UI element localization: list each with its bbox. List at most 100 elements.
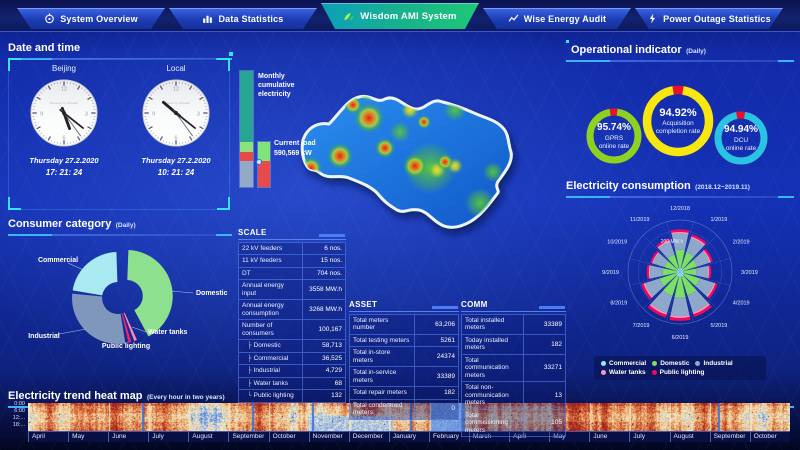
- tab-wisdom-ami-system[interactable]: Wisdom AMI System: [321, 3, 479, 29]
- rose-segment[interactable]: [650, 265, 664, 279]
- row-label: Total installed meters: [465, 317, 505, 332]
- rose-segment[interactable]: [648, 265, 651, 279]
- rose-segment[interactable]: [676, 272, 680, 275]
- rose-segment[interactable]: [680, 272, 684, 275]
- rose-segment[interactable]: [680, 268, 683, 272]
- rose-segment[interactable]: [702, 250, 711, 263]
- row-value: 105: [522, 409, 565, 437]
- rose-segment[interactable]: [674, 276, 686, 298]
- rose-segment[interactable]: [692, 303, 710, 315]
- table-row: Total condemned meters 0: [349, 399, 459, 420]
- rose-segment[interactable]: [706, 282, 716, 298]
- pie-slice-industrial[interactable]: [71, 293, 126, 345]
- tab-system-overview[interactable]: System Overview: [17, 8, 165, 29]
- rose-segment[interactable]: [695, 278, 714, 296]
- month-label: October: [268, 432, 309, 442]
- rose-segment[interactable]: [682, 273, 700, 286]
- rose-segment[interactable]: [681, 252, 694, 270]
- rose-segment[interactable]: [675, 249, 685, 268]
- rose-segment[interactable]: [680, 272, 684, 277]
- row-value: 33389: [414, 367, 458, 387]
- rose-segment[interactable]: [687, 290, 709, 313]
- rose-segment[interactable]: [682, 259, 698, 271]
- rose-segment[interactable]: [657, 240, 671, 249]
- legend-item-domestic[interactable]: Domestic: [652, 360, 689, 367]
- rose-segment[interactable]: [643, 283, 654, 298]
- rose-segment[interactable]: [678, 272, 682, 278]
- rose-segment[interactable]: [686, 238, 704, 257]
- legend-item-industrial[interactable]: Industrial: [695, 360, 733, 367]
- month-label: September: [709, 432, 750, 442]
- rose-segment[interactable]: [664, 261, 678, 272]
- rose-segment[interactable]: [652, 252, 660, 264]
- rose-segment[interactable]: [646, 264, 650, 280]
- pie-slice-commercial[interactable]: [72, 252, 118, 296]
- pie-slice-public-lighting[interactable]: [121, 313, 132, 343]
- rose-segment[interactable]: [671, 231, 689, 235]
- rose-segment[interactable]: [656, 238, 670, 248]
- panel-title: Electricity consumption (2018.12~2019.11…: [566, 180, 750, 192]
- rose-segment[interactable]: [659, 273, 677, 287]
- rose-segment[interactable]: [708, 265, 712, 279]
- table-row: ├ Industrial 4,729: [238, 365, 346, 378]
- rose-segment[interactable]: [703, 248, 713, 263]
- rose-segment[interactable]: [676, 271, 680, 273]
- rose-segment[interactable]: [670, 229, 690, 233]
- rose-segment[interactable]: [650, 290, 673, 314]
- rose-segment[interactable]: [662, 268, 677, 276]
- rose-segment[interactable]: [641, 283, 652, 300]
- rose-legend: Commercial Domestic Industrial Water tan…: [594, 356, 766, 380]
- rose-segment[interactable]: [677, 268, 680, 272]
- gauge-label: DCU online rate: [725, 137, 757, 153]
- table-body: Total installed meters 33389 Today insta…: [461, 314, 566, 438]
- rose-segment[interactable]: [707, 265, 710, 279]
- rose-segment[interactable]: [676, 272, 680, 277]
- rose-segment[interactable]: [707, 283, 718, 299]
- consumer-category-panel: Consumer category (Daily) Domestic Water…: [8, 214, 232, 384]
- table-row: Total testing meters 5261: [349, 334, 459, 348]
- row-label: Today installed meters: [465, 336, 508, 352]
- rose-segment[interactable]: [695, 265, 709, 279]
- legend-item-commercial[interactable]: Commercial: [601, 360, 646, 367]
- tab-power-outage-statistics[interactable]: Power Outage Statistics: [635, 8, 783, 29]
- rose-segment[interactable]: [667, 254, 679, 270]
- bar-segment-normal: [258, 142, 270, 162]
- rose-segment[interactable]: [680, 269, 684, 272]
- rose-segment[interactable]: [690, 236, 706, 246]
- row-label: Total repair meters: [353, 389, 407, 397]
- rose-segment[interactable]: [649, 303, 668, 315]
- rose-segment[interactable]: [658, 241, 675, 259]
- table-row: Total commissioning meters 105: [461, 409, 566, 438]
- rose-segment[interactable]: [670, 297, 690, 317]
- rose-segment[interactable]: [680, 271, 684, 273]
- rose-segment[interactable]: [653, 253, 668, 268]
- rose-segment[interactable]: [683, 268, 697, 276]
- legend-item-public-lighting[interactable]: Public lighting: [651, 369, 704, 376]
- legend-item-water-tanks[interactable]: Water tanks: [601, 369, 646, 376]
- rose-segment[interactable]: [693, 304, 712, 317]
- rose-segment[interactable]: [647, 305, 667, 318]
- rose-segment[interactable]: [650, 250, 659, 264]
- tab-wise-energy-audit[interactable]: Wise Energy Audit: [483, 8, 631, 29]
- rose-segment[interactable]: [663, 275, 679, 296]
- rose-segment[interactable]: [677, 269, 680, 272]
- rose-segment[interactable]: [679, 267, 681, 272]
- row-label: Annual energy input: [242, 282, 284, 297]
- tab-data-statistics[interactable]: Data Statistics: [169, 8, 317, 29]
- rose-segment[interactable]: [681, 275, 697, 296]
- region-heat-map-svg: [300, 94, 513, 229]
- rose-segment[interactable]: [693, 251, 710, 267]
- rose-segment[interactable]: [691, 234, 707, 245]
- month-label: November: [308, 432, 349, 442]
- month-label: October: [749, 432, 790, 442]
- rose-month-label: 11/2019: [630, 217, 649, 223]
- rose-segment[interactable]: [645, 278, 665, 297]
- panel-title: Electricity trend heat map (Every hour i…: [8, 390, 225, 402]
- rose-segment[interactable]: [670, 315, 690, 318]
- row-value: 3558 MW.h: [301, 280, 345, 300]
- rose-segment[interactable]: [671, 233, 689, 251]
- rose-segment[interactable]: [669, 316, 691, 321]
- pie-slice-water-tanks[interactable]: [123, 312, 137, 341]
- rose-month-label: 9/2019: [602, 270, 619, 276]
- pie-slice-domestic[interactable]: [127, 250, 173, 337]
